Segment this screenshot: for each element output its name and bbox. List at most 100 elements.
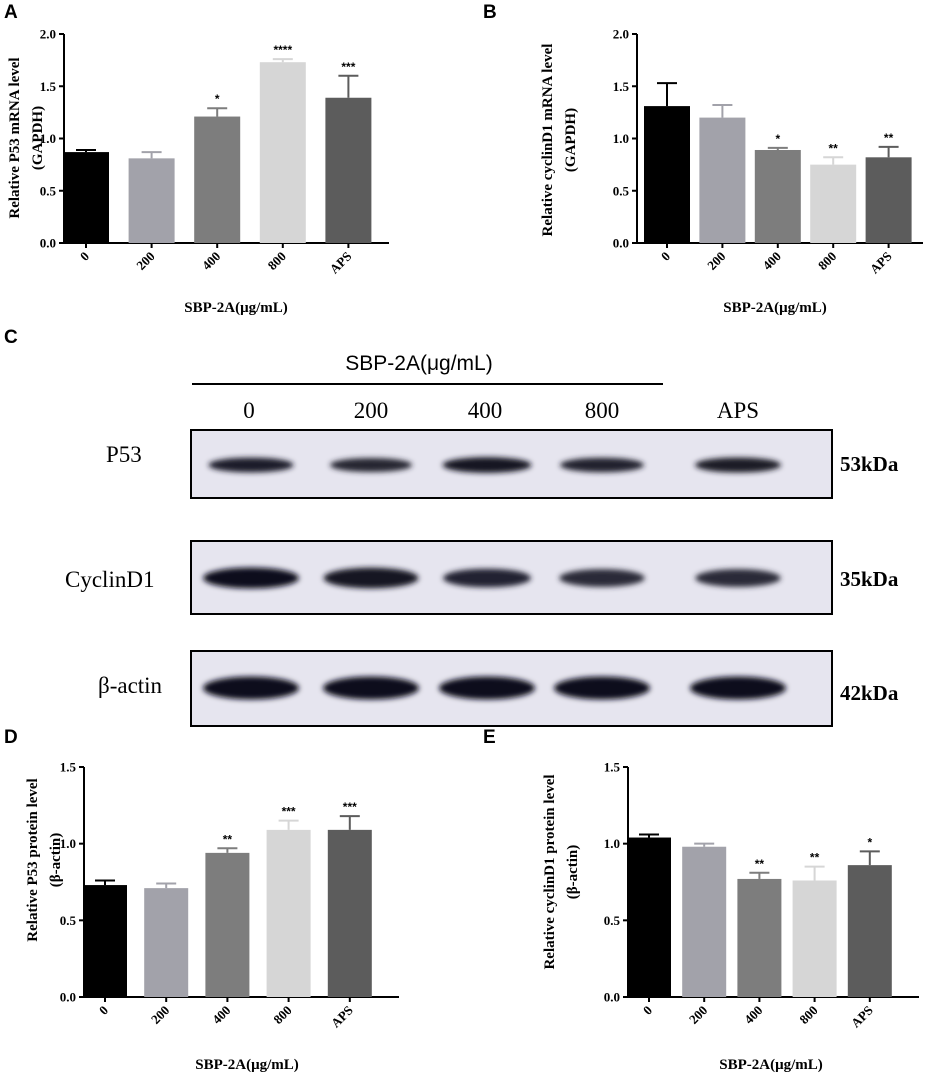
chart-b: Relative cyclinD1 mRNA level (GAPDH) SBP…: [540, 27, 923, 316]
chart-a-ytick-label: 2.0: [40, 27, 56, 42]
chart-a-xtick-label: 400: [199, 249, 223, 273]
chart-a-bar: [259, 62, 306, 244]
blot-header: SBP-2A(μg/mL): [345, 352, 492, 375]
chart-b-bar: [865, 157, 912, 243]
chart-b-ytick-label: 1.0: [613, 131, 629, 146]
chart-a-bar: [194, 116, 241, 243]
chart-a-ylabel-line1: Relative P53 mRNA level: [7, 57, 23, 218]
blot-kda-beta-actin: 42kDa: [840, 681, 899, 705]
chart-d-ytick-label: 1.0: [60, 836, 76, 851]
blot-lane-0: 0: [243, 398, 255, 423]
chart-e-bar: [792, 880, 837, 997]
chart-a-xtick-label: 800: [265, 249, 289, 273]
blot-bands-p53: [208, 457, 782, 473]
blot-band: [694, 457, 782, 473]
chart-d-xtick-label: APS: [328, 1003, 356, 1031]
blot-band: [208, 457, 294, 473]
chart-d-xtick-label: 0: [96, 1003, 111, 1018]
panel-letter-b: B: [483, 2, 497, 23]
panel-letter-c: C: [4, 327, 18, 348]
blot-band: [559, 569, 645, 587]
chart-e-xlabel: SBP-2A(μg/mL): [719, 1057, 823, 1073]
blot-band: [323, 676, 419, 700]
chart-e-xtick-label: 200: [686, 1003, 710, 1027]
chart-b-xtick-label: 400: [760, 249, 784, 273]
blot-band: [203, 567, 299, 589]
chart-d-significance: ***: [343, 800, 357, 814]
chart-e-xtick-label: 800: [796, 1003, 820, 1027]
chart-b-ytick-label: 2.0: [613, 27, 629, 42]
chart-e-bar: [847, 865, 892, 997]
chart-e-ytick-label: 0.5: [604, 913, 621, 928]
chart-d-bar: [205, 852, 250, 997]
chart-b-ytick-label: 1.5: [613, 79, 630, 94]
chart-e-bar: [737, 878, 782, 997]
chart-d-ytick-label: 1.5: [60, 760, 77, 775]
blot-band: [323, 567, 419, 589]
blot-bands-cyclind1: [203, 567, 781, 589]
chart-e-xtick-label: 400: [741, 1003, 765, 1027]
chart-b-ylabel-line1: Relative cyclinD1 mRNA level: [540, 44, 556, 237]
chart-e-significance: *: [867, 835, 872, 849]
chart-a: Relative P53 mRNA level (GAPDH) SBP-2A(μ…: [7, 27, 389, 316]
blot-band: [329, 457, 413, 473]
chart-a-xtick-label: APS: [327, 249, 355, 277]
chart-e-ylabel-line1: Relative cyclinD1 protein level: [542, 774, 558, 969]
blot-label-beta-actin: β-actin: [98, 673, 163, 698]
chart-d-significance: ***: [282, 805, 296, 819]
chart-a-significance: ***: [341, 60, 355, 74]
chart-a-xtick-label: 200: [133, 249, 157, 273]
chart-a-ytick-label: 0.5: [40, 183, 57, 198]
chart-e-ytick-label: 1.5: [604, 760, 621, 775]
blot-kda-p53: 53kDa: [840, 452, 899, 476]
blot-band: [559, 457, 645, 473]
blot-lane-aps: APS: [717, 398, 759, 423]
chart-d-ylabel-line1: Relative P53 protein level: [25, 778, 41, 941]
chart-b-ylabel-line2: (GAPDH): [563, 108, 579, 172]
chart-b-xtick-label: APS: [867, 249, 895, 277]
chart-a-significance: *: [215, 92, 220, 106]
chart-d-xlabel: SBP-2A(μg/mL): [195, 1057, 299, 1073]
chart-e-significance: **: [810, 851, 820, 865]
blot-lane-1: 200: [354, 398, 389, 423]
blot-label-cyclind1: CyclinD1: [65, 567, 154, 592]
chart-d-significance: **: [223, 832, 233, 846]
chart-e-ylabel-line2: (β-actin): [565, 845, 581, 900]
chart-d-bar: [144, 888, 189, 997]
chart-d-ylabel-line2: (β-actin): [48, 833, 64, 888]
chart-e-xtick-label: APS: [848, 1003, 876, 1031]
chart-e-bar: [682, 846, 727, 997]
chart-a-ytick-label: 1.0: [40, 131, 56, 146]
blot-band: [439, 676, 535, 700]
chart-b-bar: [699, 117, 746, 243]
blot-band: [443, 568, 531, 588]
chart-d-bar: [266, 829, 311, 997]
blot-band: [690, 676, 786, 700]
chart-e: Relative cyclinD1 protein level (β-actin…: [542, 760, 919, 1073]
chart-d-ytick-label: 0.0: [60, 990, 76, 1005]
chart-d-ytick-label: 0.5: [60, 913, 77, 928]
chart-a-ytick-label: 0.0: [40, 236, 56, 251]
blot-lane-3: 800: [585, 398, 620, 423]
chart-d-bar: [327, 829, 372, 997]
panel-letter-a: A: [4, 2, 18, 23]
chart-b-significance: **: [884, 131, 894, 145]
chart-b-xtick-label: 0: [658, 249, 673, 264]
chart-b-significance: *: [775, 132, 780, 146]
chart-e-significance: **: [755, 857, 765, 871]
chart-d-bar: [83, 885, 127, 997]
chart-b-significance: **: [829, 141, 839, 155]
blot-band: [203, 676, 299, 700]
chart-b-xtick-label: 800: [815, 249, 839, 273]
chart-a-ylabel-line2: (GAPDH): [30, 106, 46, 170]
chart-a-bar: [325, 97, 372, 244]
chart-a-bar: [63, 152, 109, 243]
chart-e-xtick-label: 0: [640, 1003, 655, 1018]
chart-a-xtick-label: 0: [77, 249, 92, 264]
chart-e-bar: [627, 837, 671, 997]
chart-a-bar: [128, 158, 175, 243]
blot-band: [695, 569, 781, 587]
chart-b-xtick-label: 200: [704, 249, 728, 273]
panel-letter-e: E: [483, 727, 496, 748]
